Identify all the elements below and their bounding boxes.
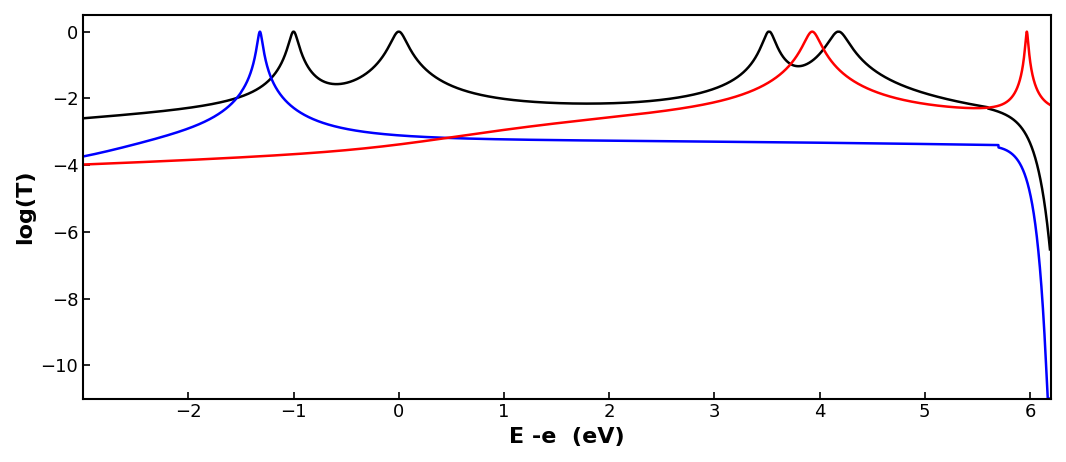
X-axis label: E -e  (eV): E -e (eV) [510,427,625,447]
Y-axis label: log(T): log(T) [15,170,35,244]
